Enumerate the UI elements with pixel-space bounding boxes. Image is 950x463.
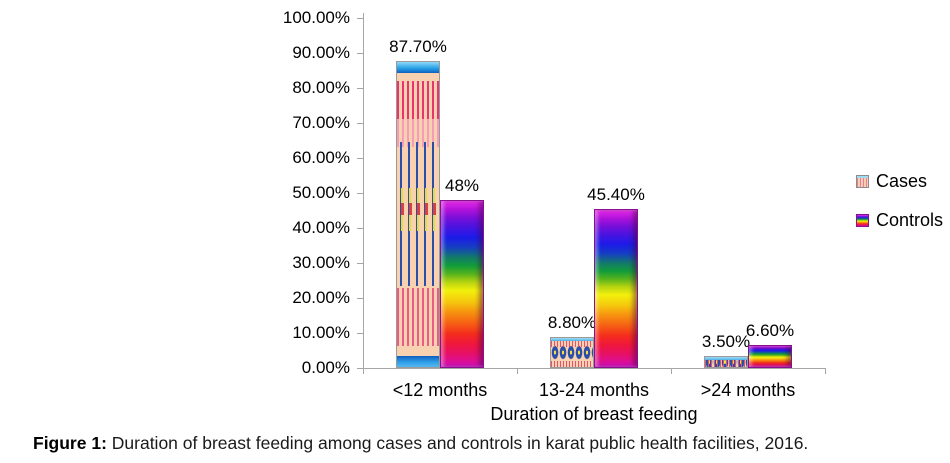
bar-cases-2 [550, 337, 594, 368]
legend-label-cases: Cases [876, 171, 928, 191]
y-axis-tick-label: 40.00% [292, 218, 350, 237]
y-axis-tick [357, 123, 364, 124]
y-axis-tick-label: 70.00% [292, 113, 350, 132]
y-axis-tick [357, 18, 364, 19]
figure-caption-text: Duration of breast feeding among cases a… [106, 433, 809, 453]
y-axis-tick-label: 10.00% [292, 323, 350, 342]
x-axis-title: Duration of breast feeding [490, 404, 698, 424]
bar-value-label: 48% [444, 176, 480, 195]
y-axis-tick [357, 298, 364, 299]
y-axis-tick [357, 88, 364, 89]
bar-controls-2 [594, 209, 638, 368]
y-axis-tick [357, 368, 364, 369]
bar-cases-3 [704, 356, 748, 368]
y-axis-tick [357, 53, 364, 54]
bar-value-label: 87.70% [389, 37, 447, 56]
legend-swatch-controls-icon [856, 213, 869, 227]
figure-caption-prefix: Figure 1: [33, 433, 107, 453]
bar-cases-1 [396, 61, 440, 368]
figure-caption: Figure 1: Duration of breast feeding amo… [33, 433, 933, 453]
y-axis-tick [357, 193, 364, 194]
y-axis-tick-label: 20.00% [292, 288, 350, 307]
y-axis-tick [357, 263, 364, 264]
bar-value-label: 6.60% [745, 321, 795, 340]
x-axis-tick [517, 369, 518, 374]
y-axis-tick-label: 90.00% [292, 43, 350, 62]
y-axis-tick-label: 80.00% [292, 78, 350, 97]
y-axis-tick-label: 30.00% [292, 253, 350, 272]
bar-value-label: 45.40% [587, 185, 645, 204]
legend: Cases Controls [856, 172, 943, 250]
y-axis-tick-label: 0.00% [301, 358, 350, 377]
bar-value-label: 8.80% [547, 313, 597, 332]
legend-label-controls: Controls [876, 210, 944, 230]
legend-item-controls: Controls [856, 211, 943, 229]
bar-controls-3 [748, 345, 792, 368]
y-axis-line [363, 13, 364, 369]
x-axis-line [363, 368, 826, 369]
bar-value-label: 3.50% [701, 332, 751, 351]
legend-item-cases: Cases [856, 172, 943, 190]
x-axis-tick [825, 369, 826, 374]
x-axis-category-label: <12 months [392, 380, 488, 400]
x-axis-category-label: 13-24 months [538, 380, 650, 400]
y-axis-tick-label: 50.00% [292, 183, 350, 202]
y-axis-tick [357, 228, 364, 229]
y-axis-tick-label: 60.00% [292, 148, 350, 167]
x-axis-category-label: >24 months [700, 380, 796, 400]
y-axis-tick [357, 333, 364, 334]
y-axis-tick [357, 158, 364, 159]
y-axis-tick-label: 100.00% [282, 8, 350, 27]
x-axis-tick [363, 369, 364, 374]
legend-swatch-cases-icon [856, 174, 869, 188]
bar-controls-1 [440, 200, 484, 368]
x-axis-tick [671, 369, 672, 374]
